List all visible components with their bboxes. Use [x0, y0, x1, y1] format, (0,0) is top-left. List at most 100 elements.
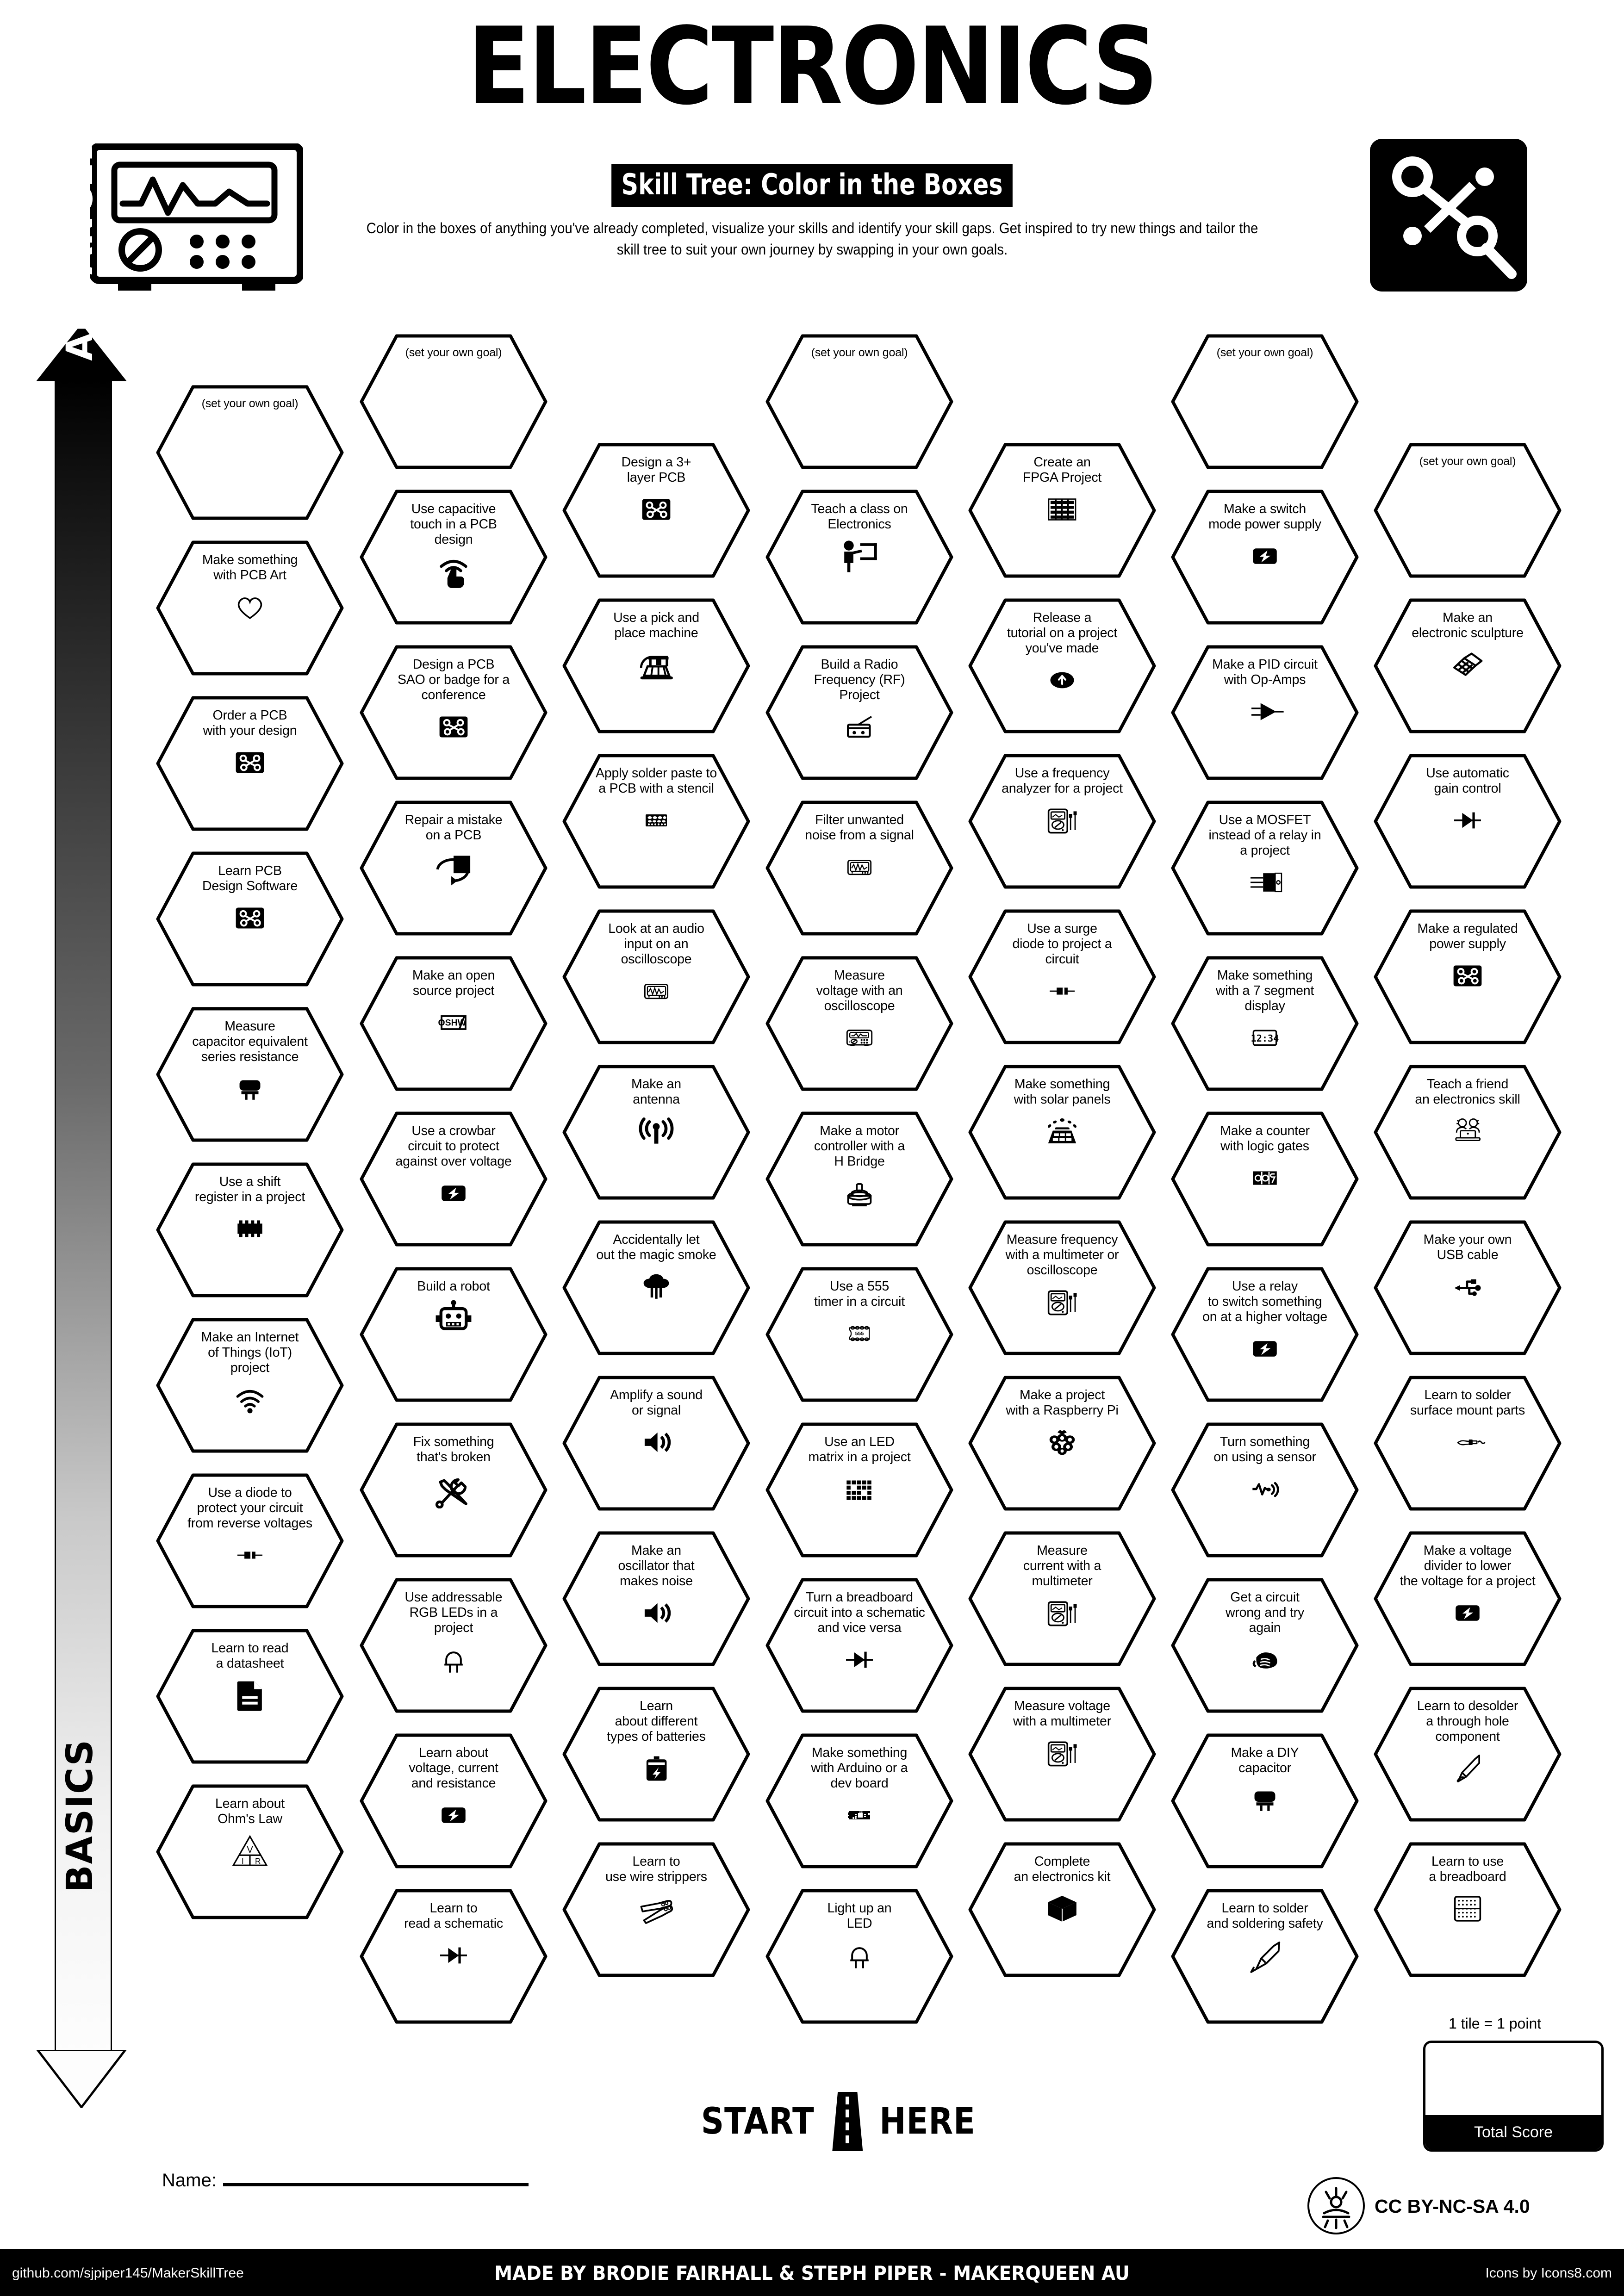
skill-tile[interactable]: Measure frequency with a multimeter or osc…	[967, 1219, 1157, 1356]
multimeter-icon	[1045, 800, 1079, 840]
skill-tile[interactable]: Make an Internet of Things (IoT) project	[155, 1317, 345, 1454]
skill-tile[interactable]: Measure capacitor equivalent series resist…	[155, 1006, 345, 1143]
scope-wave-icon	[635, 971, 678, 1011]
skill-tile[interactable]: Get a circuit wrong and try again	[1170, 1577, 1360, 1714]
skill-tile-label: Use a diode to protect your circuit from r…	[187, 1485, 312, 1531]
skill-tile[interactable]: Accidentally let out the magic smoke	[561, 1219, 751, 1356]
skill-tile[interactable]: Complete an electronics kit	[967, 1841, 1157, 1978]
skill-tile[interactable]: Make a counter with logic gates	[1170, 1111, 1360, 1247]
skill-tile[interactable]: Build a robot	[359, 1266, 548, 1403]
skill-tile[interactable]: Make a regulated power supply	[1373, 908, 1562, 1045]
skill-tile[interactable]: Create an FPGA Project	[967, 442, 1157, 579]
skill-tile[interactable]: Design a PCB SAO or badge for a conference	[359, 644, 548, 781]
skill-tile[interactable]: Use a 555 timer in a circuit 555	[765, 1266, 954, 1403]
skill-tile[interactable]: Make something with PCB Art	[155, 540, 345, 676]
twopeople-icon	[1447, 1111, 1488, 1151]
skill-tile[interactable]: Filter unwanted noise from a signal	[765, 800, 954, 937]
skill-tile[interactable]: Make an open source project OSHW	[359, 955, 548, 1092]
skill-tile-label: Use a shift register in a project	[194, 1174, 305, 1204]
skill-tile[interactable]: Make something with a 7 segment display 12…	[1170, 955, 1360, 1092]
skill-tile-label: (set your own goal)	[1419, 455, 1516, 468]
svg-text:12:34: 12:34	[1251, 1033, 1279, 1044]
skill-tile[interactable]: Use a pick and place machine	[561, 597, 751, 734]
skill-tile[interactable]: Use capacitive touch in a PCB design	[359, 489, 548, 626]
skill-tile[interactable]: Repair a mistake on a PCB	[359, 800, 548, 937]
skill-tile[interactable]: Make an electronic sculpture	[1373, 597, 1562, 734]
skill-tile[interactable]: Learn to read a datasheet	[155, 1628, 345, 1765]
skill-tile[interactable]: Make an oscillator that makes noise	[561, 1530, 751, 1667]
name-field[interactable]: Name:	[162, 2170, 529, 2191]
skill-tile[interactable]: Light up an LED	[765, 1888, 954, 2025]
box-icon	[1045, 1889, 1079, 1929]
skill-tile-label: Build a Radio Frequency (RF) Project	[814, 657, 905, 702]
scope-wave-icon	[838, 847, 881, 887]
sensor-icon	[1243, 1469, 1287, 1509]
skill-tile[interactable]: Learn PCB Design Software	[155, 850, 345, 987]
skill-tile-custom-goal[interactable]: (set your own goal)	[359, 333, 548, 470]
skill-tile[interactable]: Use a MOSFET instead of a relay in a proje…	[1170, 800, 1360, 937]
skill-tile[interactable]: Use automatic gain control	[1373, 753, 1562, 890]
skill-tile[interactable]: Teach a class on Electronics	[765, 489, 954, 626]
skill-tile[interactable]: Use a frequency analyzer for a project	[967, 753, 1157, 890]
skill-tile[interactable]: Learn to read a schematic	[359, 1888, 548, 2025]
skill-tile[interactable]: Use a shift register in a project	[155, 1161, 345, 1298]
skill-tile[interactable]: Use a relay to switch something on at a hi…	[1170, 1266, 1360, 1403]
skill-tile-label: Make a PID circuit with Op-Amps	[1212, 657, 1318, 687]
skill-tile[interactable]: Release a tutorial on a project you've mad…	[967, 597, 1157, 734]
skill-tile[interactable]: Measure voltage with an oscilloscope i	[765, 955, 954, 1092]
skill-tile[interactable]: Apply solder paste to a PCB with a stenci…	[561, 753, 751, 890]
skill-tile-label: Use a frequency analyzer for a project	[1002, 766, 1123, 796]
skill-tile[interactable]: Turn something on using a sensor	[1170, 1421, 1360, 1558]
skill-tile[interactable]: Teach a friend an electronics skill	[1373, 1064, 1562, 1201]
skill-tile[interactable]: Learn about voltage, current and resistanc…	[359, 1732, 548, 1869]
skill-tile[interactable]: Make an antenna	[561, 1064, 751, 1201]
skill-tile-custom-goal[interactable]: (set your own goal)	[765, 333, 954, 470]
diode-icon	[426, 1936, 481, 1975]
svg-text:V: V	[247, 1845, 253, 1855]
skill-tile[interactable]: Look at an audio input on an oscilloscope	[561, 908, 751, 1045]
skill-tile[interactable]: Learn to solder surface mount parts	[1373, 1375, 1562, 1512]
skill-tile-label: Learn to solder and soldering safety	[1207, 1901, 1323, 1931]
skill-tile[interactable]: Use a surge diode to project a circuit	[967, 908, 1157, 1045]
skill-tile[interactable]: Make a DIY capacitor	[1170, 1732, 1360, 1869]
skill-tile-label: Learn about Ohm's Law	[215, 1796, 285, 1826]
skill-tile[interactable]: Measure current with a multimeter	[967, 1530, 1157, 1667]
skill-tile-label: Teach a class on Electronics	[811, 502, 908, 532]
skill-tile[interactable]: Make a project with a Raspberry Pi	[967, 1375, 1157, 1512]
skill-tile-label: Measure voltage with a multimeter	[1013, 1699, 1111, 1729]
skill-tile[interactable]: Use a diode to protect your circuit from r…	[155, 1472, 345, 1609]
skill-tile[interactable]: Build a Radio Frequency (RF) Project	[765, 644, 954, 781]
skill-tile[interactable]: Learn to use a breadboard	[1373, 1841, 1562, 1978]
skill-tile[interactable]: Order a PCB with your design	[155, 695, 345, 832]
skill-tile[interactable]: Make something with Arduino or a dev board	[765, 1732, 954, 1869]
skill-tile[interactable]: Turn a breadboard circuit into a schemati…	[765, 1577, 954, 1714]
skill-tile[interactable]: Measure voltage with a multimeter	[967, 1686, 1157, 1823]
skill-tile[interactable]: Make a voltage divider to lower the voltag…	[1373, 1530, 1562, 1667]
name-input-line[interactable]	[223, 2179, 529, 2186]
skill-tile[interactable]: Use a crowbar circuit to protect against o…	[359, 1111, 548, 1247]
skill-tile-custom-goal[interactable]: (set your own goal)	[155, 384, 345, 521]
skill-tile[interactable]: Make a PID circuit with Op-Amps	[1170, 644, 1360, 781]
skill-tile[interactable]: Learn to desolder a through hole component	[1373, 1686, 1562, 1823]
skill-tile[interactable]: Learn about Ohm's Law V I R	[155, 1783, 345, 1920]
desolder-icon	[1450, 1749, 1486, 1788]
skill-tile[interactable]: Make something with solar panels	[967, 1064, 1157, 1201]
skill-tile-custom-goal[interactable]: (set your own goal)	[1373, 442, 1562, 579]
skill-tile[interactable]: Fix something that's broken	[359, 1421, 548, 1558]
skill-tile[interactable]: Use an LED matrix in a project	[765, 1421, 954, 1558]
skill-tile[interactable]: Amplify a sound or signal	[561, 1375, 751, 1512]
skill-tile[interactable]: Learn to use wire strippers	[561, 1841, 751, 1978]
skill-tile[interactable]: Make your own USB cable	[1373, 1219, 1562, 1356]
skill-tile-custom-goal[interactable]: (set your own goal)	[1170, 333, 1360, 470]
skill-tile[interactable]: Make a switch mode power supply	[1170, 489, 1360, 626]
counter-icon	[1245, 1158, 1285, 1198]
github-link[interactable]: github.com/sjpiper145/MakerSkillTree	[12, 2265, 244, 2281]
skill-tile[interactable]: Learn about different types of batteries	[561, 1686, 751, 1823]
icons-credit[interactable]: Icons by Icons8.com	[1485, 2265, 1612, 2281]
skill-tile[interactable]: Use addressable RGB LEDs in a project	[359, 1577, 548, 1714]
skill-tile[interactable]: Design a 3+ layer PCB	[561, 442, 751, 579]
total-score-box[interactable]: Total Score	[1423, 2041, 1604, 2152]
skill-tile[interactable]: Learn to solder and soldering safety	[1170, 1888, 1360, 2025]
